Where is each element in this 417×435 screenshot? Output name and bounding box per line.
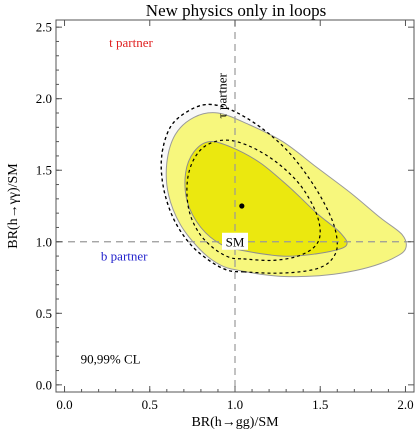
- chart-title: New physics only in loops: [146, 1, 326, 20]
- sm-label-box: [222, 232, 248, 250]
- x-tick-label: 0.5: [142, 397, 158, 412]
- x-tick-label: 1.5: [312, 397, 328, 412]
- x-axis-label: BR(h→gg)/SM: [191, 415, 279, 430]
- x-tick-label: 0.0: [56, 397, 72, 412]
- annotation-partner: τ partner: [215, 72, 230, 118]
- axis-layer: 0.0 0.5 1.0 1.5 2.0 0.0 0.5 1.0 1.5 2.0 2.5: [36, 20, 414, 412]
- sm-label: SM: [226, 234, 245, 249]
- marker-layer: SM: [222, 203, 248, 250]
- y-tick-label: 2.0: [36, 91, 52, 106]
- annotation-b-partner: b partner: [101, 248, 148, 263]
- best-fit-point: [239, 203, 245, 209]
- reference-lines: [56, 20, 414, 392]
- y-tick-label: 0.0: [36, 377, 52, 392]
- y-tick-label: 1.0: [36, 234, 52, 249]
- tau-90-contour: [186, 139, 321, 262]
- fit-90-region: [184, 141, 348, 257]
- y-tick-label: 1.5: [36, 163, 52, 178]
- y-tick-label: 0.5: [36, 306, 52, 321]
- annotation-90-99-cl: 90,99% CL: [81, 351, 141, 366]
- annotation-t-partner: t partner: [109, 35, 153, 50]
- x-tick-label: 1.0: [227, 397, 243, 412]
- x-tick-label: 2.0: [397, 397, 413, 412]
- annotation-layer: t partner τ partner b partner 90,99% CL: [81, 35, 230, 366]
- y-axis-label: BR(h→γγ)/SM: [6, 163, 21, 249]
- y-tick-label: 2.5: [36, 20, 52, 35]
- contour-layer: [160, 103, 407, 278]
